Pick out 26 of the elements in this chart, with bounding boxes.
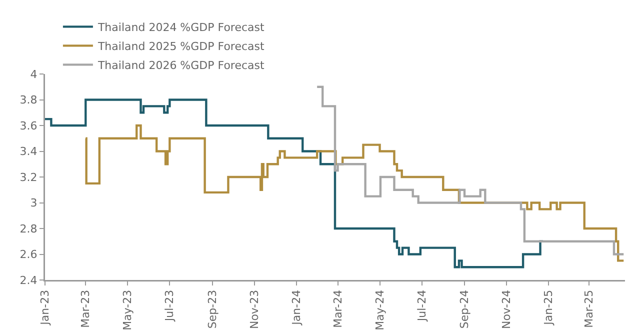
y-tick-label: 2.4 (20, 274, 38, 287)
x-tick-label: Jul-24 (415, 290, 428, 322)
x-tick-label: Jan-25 (542, 290, 556, 326)
x-tick-label: Sep-23 (206, 290, 219, 329)
x-tick-label: Nov-24 (500, 290, 514, 330)
x-tick-label: Nov-23 (248, 290, 261, 330)
y-tick-label: 3 (30, 196, 38, 210)
x-tick-label: Jan-23 (38, 290, 52, 326)
x-tick-label: Mar-24 (331, 290, 344, 328)
y-tick-label: 2.8 (20, 222, 38, 236)
x-tick-label: Jul-23 (163, 290, 176, 322)
x-tick-label: May-24 (373, 290, 386, 330)
legend-label: Thailand 2025 %GDP Forecast (96, 40, 265, 53)
x-tick-label: May-23 (121, 290, 134, 330)
y-tick-label: 3.2 (20, 170, 38, 184)
legend-label: Thailand 2026 %GDP Forecast (96, 58, 265, 72)
y-tick-label: 3.4 (20, 145, 38, 158)
legend-label: Thailand 2024 %GDP Forecast (96, 20, 265, 34)
y-tick-label: 3.6 (20, 119, 38, 132)
x-tick-label: Jan-24 (290, 290, 304, 326)
y-tick-label: 2.6 (20, 248, 38, 262)
y-tick-label: 3.8 (20, 94, 38, 107)
x-tick-label: Mar-23 (79, 290, 92, 328)
x-tick-label: Mar-25 (582, 290, 596, 328)
x-tick-label: Sep-24 (458, 290, 472, 329)
y-tick-label: 4 (30, 68, 38, 81)
